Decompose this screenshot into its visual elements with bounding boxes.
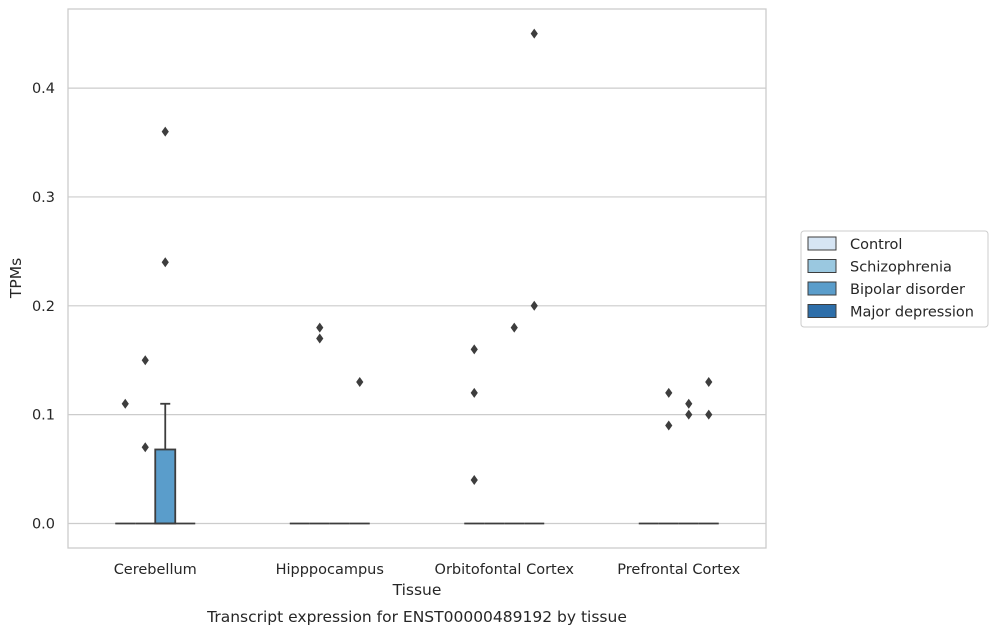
y-tick-label: 0.2: [32, 299, 55, 315]
y-axis-label: TPMs: [7, 258, 25, 299]
plot-area-frame: [67, 8, 767, 549]
outlier-point: [665, 420, 673, 431]
legend-swatch: [807, 304, 837, 318]
outlier-point: [141, 355, 149, 366]
legend-label: Control: [850, 237, 902, 253]
x-tick-label: Cerebellum: [114, 562, 197, 578]
x-tick-label: Hipppocampus: [276, 562, 384, 578]
legend: Control Schizophrenia Bipolar disorder Majo…: [800, 230, 989, 328]
outlier-point: [161, 126, 169, 137]
y-tick-label: 0.3: [32, 190, 55, 206]
outlier-point: [316, 333, 324, 344]
outlier-point: [470, 387, 478, 398]
outlier-point: [470, 474, 478, 485]
outlier-point: [121, 398, 129, 409]
x-tick-labels: Cerebellum Hipppocampus Orbitofontal Corte…: [114, 562, 741, 578]
outlier-point: [685, 409, 693, 420]
legend-swatch: [807, 259, 837, 273]
y-tick-label: 0.4: [32, 81, 55, 97]
legend-frame: [800, 230, 989, 328]
outlier-point: [530, 28, 538, 39]
outlier-point: [510, 322, 518, 333]
boxes: [115, 402, 719, 525]
y-tick-labels: 0.0 0.1 0.2 0.3 0.4: [32, 81, 55, 532]
legend-label: Major depression: [850, 305, 974, 321]
outlier-point: [470, 344, 478, 355]
outlier-point: [705, 376, 713, 387]
y-tick-label: 0.0: [32, 517, 55, 533]
outlier-point: [530, 300, 538, 311]
outlier-point: [685, 398, 693, 409]
legend-swatch: [807, 236, 837, 251]
outlier-point: [141, 442, 149, 453]
outlier-point: [705, 409, 713, 420]
outlier-point: [665, 387, 673, 398]
box-bipolar-disorder: [154, 448, 177, 525]
x-tick-label: Prefrontal Cortex: [617, 562, 740, 578]
chart-caption: Transcript expression for ENST0000048919…: [206, 608, 627, 626]
legend-swatch: [807, 281, 837, 296]
outlier-point: [316, 322, 324, 333]
outlier-points: [121, 28, 713, 485]
legend-label: Schizophrenia: [850, 260, 952, 276]
outlier-point: [356, 376, 364, 387]
x-tick-label: Orbitofontal Cortex: [435, 562, 575, 578]
y-tick-label: 0.1: [32, 408, 55, 424]
outlier-point: [161, 257, 169, 268]
x-axis-label: Tissue: [392, 581, 442, 599]
legend-label: Bipolar disorder: [850, 282, 965, 298]
